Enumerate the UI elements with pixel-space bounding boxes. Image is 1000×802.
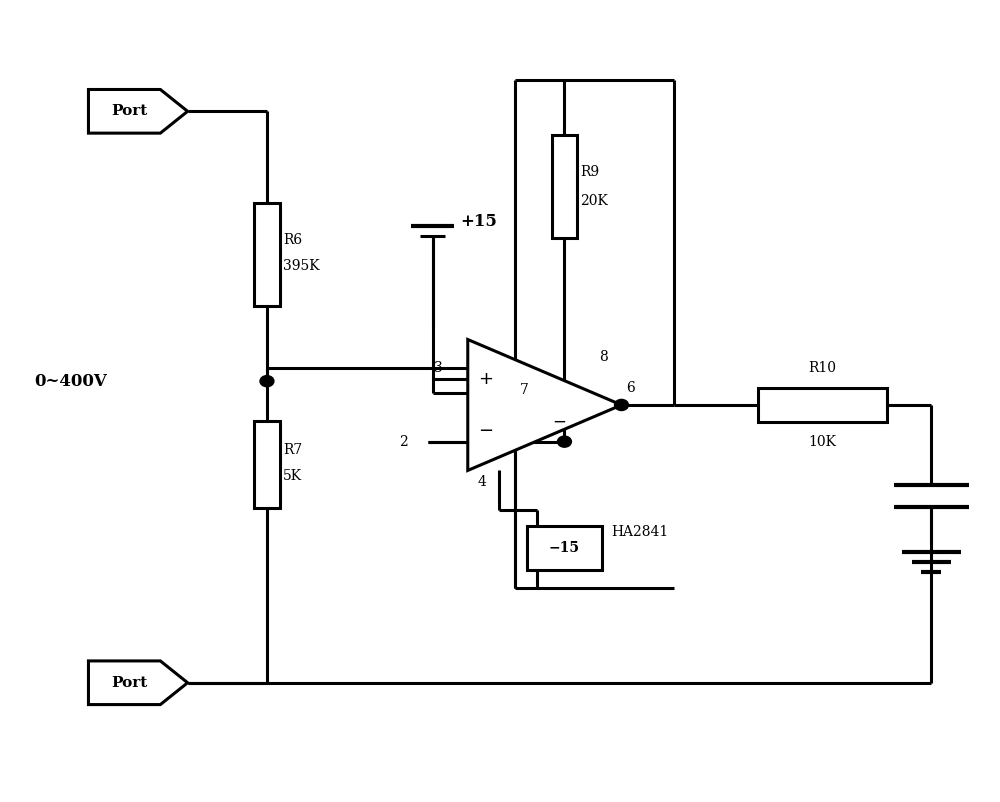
Bar xyxy=(254,203,280,306)
Text: −: − xyxy=(478,422,493,440)
Text: 395K: 395K xyxy=(283,259,319,273)
Text: Port: Port xyxy=(111,676,147,690)
Polygon shape xyxy=(468,339,621,471)
Bar xyxy=(552,135,577,238)
Text: −15: −15 xyxy=(549,541,580,555)
Polygon shape xyxy=(88,90,188,133)
Text: R6: R6 xyxy=(283,233,302,247)
Polygon shape xyxy=(88,661,188,705)
Text: 2: 2 xyxy=(400,435,408,448)
Text: 6: 6 xyxy=(626,380,635,395)
Text: Port: Port xyxy=(111,104,147,119)
Bar xyxy=(758,387,887,423)
Text: 3: 3 xyxy=(434,361,443,375)
Text: 4: 4 xyxy=(478,476,487,489)
Text: HA2841: HA2841 xyxy=(612,525,669,539)
Text: 0~400V: 0~400V xyxy=(34,373,107,390)
Text: +: + xyxy=(478,370,493,388)
Text: 5K: 5K xyxy=(283,469,302,484)
Bar xyxy=(254,421,280,508)
Text: R9: R9 xyxy=(580,165,599,180)
Text: 10K: 10K xyxy=(808,435,836,449)
Text: R7: R7 xyxy=(283,444,302,457)
Text: R10: R10 xyxy=(808,361,836,375)
Text: 20K: 20K xyxy=(580,194,608,208)
Circle shape xyxy=(558,436,571,448)
Text: +15: +15 xyxy=(460,213,497,230)
Circle shape xyxy=(615,399,628,411)
Text: 7: 7 xyxy=(520,383,529,397)
Circle shape xyxy=(260,375,274,387)
Text: −: − xyxy=(553,413,566,431)
Text: 8: 8 xyxy=(599,350,608,364)
Bar xyxy=(527,526,602,569)
